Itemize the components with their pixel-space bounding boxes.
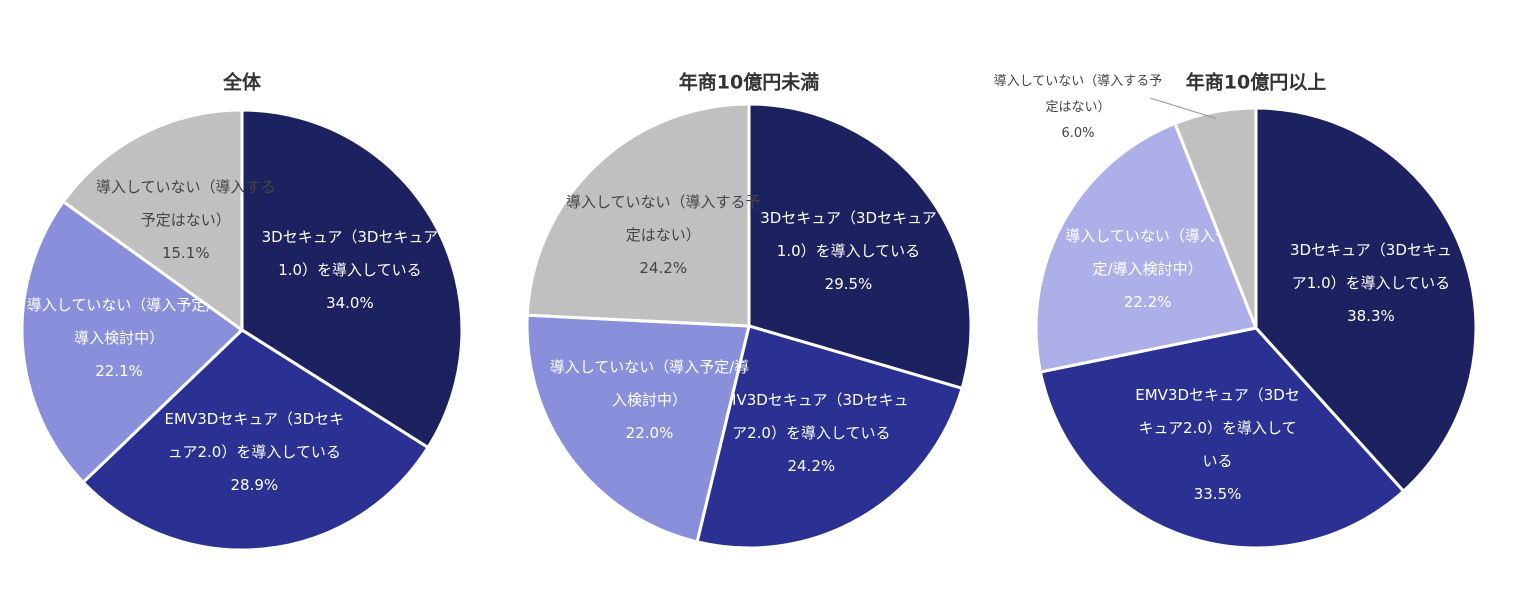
pie-slice [525, 102, 751, 328]
slice-label: 3Dセキュア（3Dセキュア1.0）を導入している 34.0% [255, 211, 445, 331]
pie-slice [1038, 326, 1406, 550]
leader-line [1149, 97, 1217, 119]
slice-value: 24.2% [787, 457, 836, 476]
slice-category: 3Dセキュア（3Dセキュア1.0）を導入している [760, 208, 937, 260]
slice-label: 導入していない（導入予定/導入検討中） 22.0% [550, 341, 750, 461]
slice-label: 3Dセキュア（3Dセキュア1.0）を導入している 38.3% [1286, 224, 1456, 344]
slice-category: 3Dセキュア（3Dセキュア1.0）を導入している [1290, 241, 1452, 293]
slice-label-box: EMV3Dセキュア（3Dセキュア2.0）を導入している 33.5% [1133, 385, 1303, 505]
slice-category: EMV3Dセキュア（3Dセキュア2.0）を導入している [714, 391, 909, 443]
slice-label-box: 3Dセキュア（3Dセキュア1.0）を導入している 38.3% [1286, 224, 1456, 344]
slice-category: EMV3Dセキュア（3Dセキュア2.0）を導入している [164, 410, 345, 462]
slice-label-box: EMV3Dセキュア（3Dセキュア2.0）を導入している 28.9% [159, 393, 349, 513]
slice-value: 15.1% [161, 243, 210, 262]
slice-label: EMV3Dセキュア（3Dセキュア2.0）を導入している 24.2% [711, 374, 911, 494]
slice-label-box: 導入していない（導入予定/導入検討中） 22.1% [24, 279, 214, 399]
slice-category: 3Dセキュア（3Dセキュア1.0）を導入している [261, 228, 439, 280]
slice-label: EMV3Dセキュア（3Dセキュア2.0）を導入している 33.5% [1133, 385, 1303, 505]
slice-label-box: 導入していない（導入する予定はない） 15.1% [91, 160, 281, 280]
pie-slice [525, 313, 751, 544]
slice-label: 導入していない（導入予定/導入検討中） 22.1% [24, 279, 214, 399]
slice-category: 導入していない（導入する予定はない） [95, 177, 276, 229]
slice-value: 22.1% [95, 362, 143, 381]
slice-category: EMV3Dセキュア（3Dセキュア2.0）を導入している [1135, 386, 1300, 471]
chart-title: 全体 [222, 71, 262, 94]
pie-slice [695, 324, 964, 550]
slice-category: 導入していない（導入する予定はない） [993, 74, 1163, 115]
slice-label-box: 導入していない（導入予定/導入検討中） 22.0% [550, 341, 750, 461]
slice-label-box: 導入していない（導入する予定はない） 6.0% [993, 48, 1163, 168]
slice-value: 6.0% [1061, 126, 1095, 141]
slice-value: 29.5% [824, 274, 873, 293]
slice-label-box: 3Dセキュア（3Dセキュア1.0）を導入している 29.5% [748, 191, 948, 311]
slice-value: 22.2% [1123, 292, 1172, 311]
slice-value: 33.5% [1193, 485, 1242, 504]
slice-category: 導入していない（導入予定/導入検討中） [26, 296, 212, 348]
slice-value: 34.0% [326, 294, 374, 313]
slice-label: 導入していない（導入する予定はない） 15.1% [91, 160, 281, 280]
slice-label: 導入していない（導入する予定はない） 6.0% [993, 48, 1163, 168]
chart-title: 年商10億円未満 [679, 71, 819, 94]
slice-value: 22.0% [625, 424, 674, 443]
slice-label: 3Dセキュア（3Dセキュア1.0）を導入している 29.5% [748, 191, 948, 311]
slice-label: 導入していない（導入する予定はない） 24.2% [563, 176, 763, 296]
slice-label: 導入していない（導入予定/導入検討中） 22.2% [1063, 209, 1233, 329]
slice-category: 導入していない（導入予定/導入検討中） [1065, 226, 1230, 278]
slice-value: 24.2% [639, 259, 688, 278]
slice-label-box: 導入していない（導入予定/導入検討中） 22.2% [1063, 209, 1233, 329]
pie-slice [1254, 106, 1478, 494]
pie-slice [1173, 106, 1258, 329]
slice-label-box: EMV3Dセキュア（3Dセキュア2.0）を導入している 24.2% [711, 374, 911, 494]
pie-slice [81, 328, 431, 552]
slice-label-box: 3Dセキュア（3Dセキュア1.0）を導入している 34.0% [255, 211, 445, 331]
slice-label-box: 導入していない（導入する予定はない） 24.2% [563, 176, 763, 296]
pie-slice [1034, 121, 1259, 374]
slice-category: 導入していない（導入する予定はない） [565, 193, 761, 245]
pie-slice [20, 199, 245, 485]
slice-value: 28.9% [230, 476, 279, 495]
slice-label: EMV3Dセキュア（3Dセキュア2.0）を導入している 28.9% [159, 393, 349, 513]
pie-slice [61, 108, 244, 333]
slice-category: 導入していない（導入予定/導入検討中） [549, 358, 750, 410]
chart-title: 年商10億円以上 [1186, 71, 1326, 94]
slice-value: 38.3% [1347, 307, 1395, 326]
pie-slice [747, 102, 973, 391]
